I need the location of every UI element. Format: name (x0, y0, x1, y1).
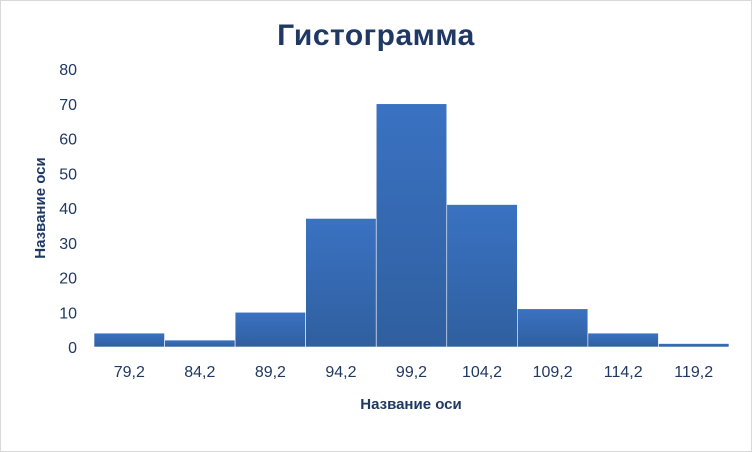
x-tick-label: 109,2 (533, 364, 573, 381)
histogram-bar (446, 204, 518, 348)
x-tick-label: 114,2 (604, 364, 643, 381)
x-tick-label: 94,2 (325, 364, 356, 381)
histogram-bar (658, 343, 730, 348)
x-tick-label: 89,2 (255, 364, 286, 381)
x-tick-label: 119,2 (674, 364, 713, 381)
x-tick-label: 79,2 (114, 364, 145, 381)
histogram-bar (234, 311, 306, 348)
x-axis-ticks: 79,2 84,2 89,2 94,2 99,2 104,2 109,2 114,2 119,2 (114, 364, 714, 381)
y-tick-label: 70 (59, 97, 77, 114)
histogram-bar (93, 332, 165, 348)
histogram-bar (164, 339, 236, 348)
bars-group (93, 103, 730, 348)
y-tick-label: 20 (59, 271, 77, 288)
histogram-bar (375, 103, 448, 348)
y-tick-label: 80 (59, 62, 77, 79)
y-tick-label: 30 (59, 236, 77, 253)
y-axis-title: Название оси (32, 157, 49, 259)
chart-title: Гистограмма (277, 19, 475, 52)
y-tick-label: 0 (68, 340, 77, 357)
histogram-bar (305, 218, 377, 348)
y-tick-label: 40 (59, 201, 77, 218)
y-tick-label: 60 (59, 132, 77, 149)
x-tick-label: 84,2 (184, 364, 215, 381)
histogram-bar (517, 308, 589, 348)
x-tick-label: 104,2 (462, 364, 502, 381)
x-tick-label: 99,2 (396, 364, 427, 381)
x-axis-title: Название оси (360, 396, 462, 413)
histogram-bar (587, 332, 659, 348)
y-axis-ticks: 0 10 20 30 40 50 60 70 80 (59, 62, 77, 357)
y-tick-label: 10 (59, 305, 77, 322)
y-tick-label: 50 (59, 166, 77, 183)
